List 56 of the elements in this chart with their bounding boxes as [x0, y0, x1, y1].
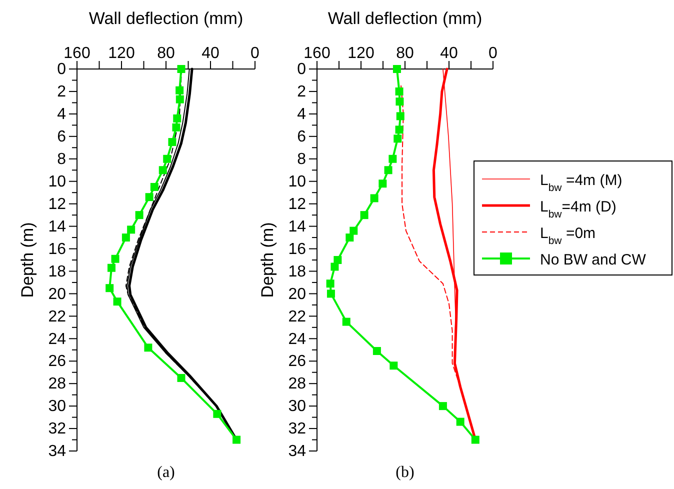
- y-tick-label: 14: [288, 218, 306, 236]
- y-tick-label: 24: [48, 330, 66, 348]
- y-tick-label: 10: [48, 173, 66, 190]
- y-tick-label: 4: [57, 106, 66, 124]
- legend-label: L$_{bw}$=4m (D): [540, 198, 616, 220]
- y-tick-label: 30: [288, 398, 306, 416]
- y-tick-label: 8: [297, 151, 306, 168]
- y-tick-label: 2: [297, 84, 306, 101]
- y-tick-label: 12: [48, 196, 66, 213]
- x-tick-label: 80: [396, 45, 414, 62]
- x-tick-label: 0: [250, 45, 260, 62]
- y-tick-label: 2: [57, 84, 66, 101]
- x-tick-label: 80: [157, 45, 175, 62]
- y-axis-title: Depth (m): [258, 222, 277, 298]
- y-tick-label: 16: [48, 240, 66, 258]
- text: (b): [396, 464, 414, 481]
- y-tick-label: 4: [297, 106, 306, 124]
- legend-label: L$_{bw}$ =4m (M): [540, 172, 622, 194]
- y-tick-label: 12: [288, 196, 306, 213]
- y-tick-label: 22: [48, 308, 66, 326]
- y-tick-label: 28: [48, 376, 66, 393]
- y-tick-label: 34: [48, 443, 66, 460]
- y-tick-label: 6: [297, 128, 306, 146]
- x-axis-title: Wall deflection (mm): [328, 9, 482, 28]
- y-tick-label: 32: [48, 420, 66, 438]
- x-tick-label: 120: [348, 45, 374, 62]
- y-tick-label: 16: [288, 240, 306, 258]
- y-tick-label: 20: [288, 286, 306, 303]
- y-tick-label: 0: [57, 61, 66, 78]
- y-tick-label: 0: [297, 61, 306, 78]
- x-tick-label: 160: [304, 45, 330, 62]
- y-axis-title: Depth (m): [18, 222, 37, 298]
- y-tick-label: 8: [57, 151, 66, 168]
- y-tick-label: 26: [48, 353, 66, 370]
- x-tick-label: 40: [440, 45, 458, 62]
- x-tick-label: 120: [108, 45, 135, 62]
- x-tick-label: 40: [202, 45, 220, 62]
- x-tick-label: 160: [64, 45, 90, 62]
- y-tick-label: 26: [288, 353, 306, 370]
- text: (a): [157, 464, 175, 481]
- legend-label: No BW and CW: [540, 252, 647, 268]
- y-tick-label: 18: [288, 263, 306, 280]
- y-tick-label: 24: [288, 330, 306, 348]
- x-axis-title: Wall deflection (mm): [88, 9, 244, 28]
- legend-label: L$_{bw}$ =0m: [540, 225, 596, 247]
- y-tick-label: 34: [288, 443, 306, 460]
- y-tick-label: 32: [288, 420, 306, 438]
- y-tick-label: 28: [288, 376, 306, 393]
- y-tick-label: 18: [48, 263, 66, 280]
- y-tick-label: 10: [288, 173, 306, 190]
- x-tick-label: 0: [488, 45, 498, 62]
- y-tick-label: 20: [48, 286, 66, 303]
- y-tick-label: 6: [57, 128, 66, 146]
- y-tick-label: 30: [48, 398, 66, 416]
- y-tick-label: 22: [288, 308, 306, 326]
- y-tick-label: 14: [48, 218, 66, 236]
